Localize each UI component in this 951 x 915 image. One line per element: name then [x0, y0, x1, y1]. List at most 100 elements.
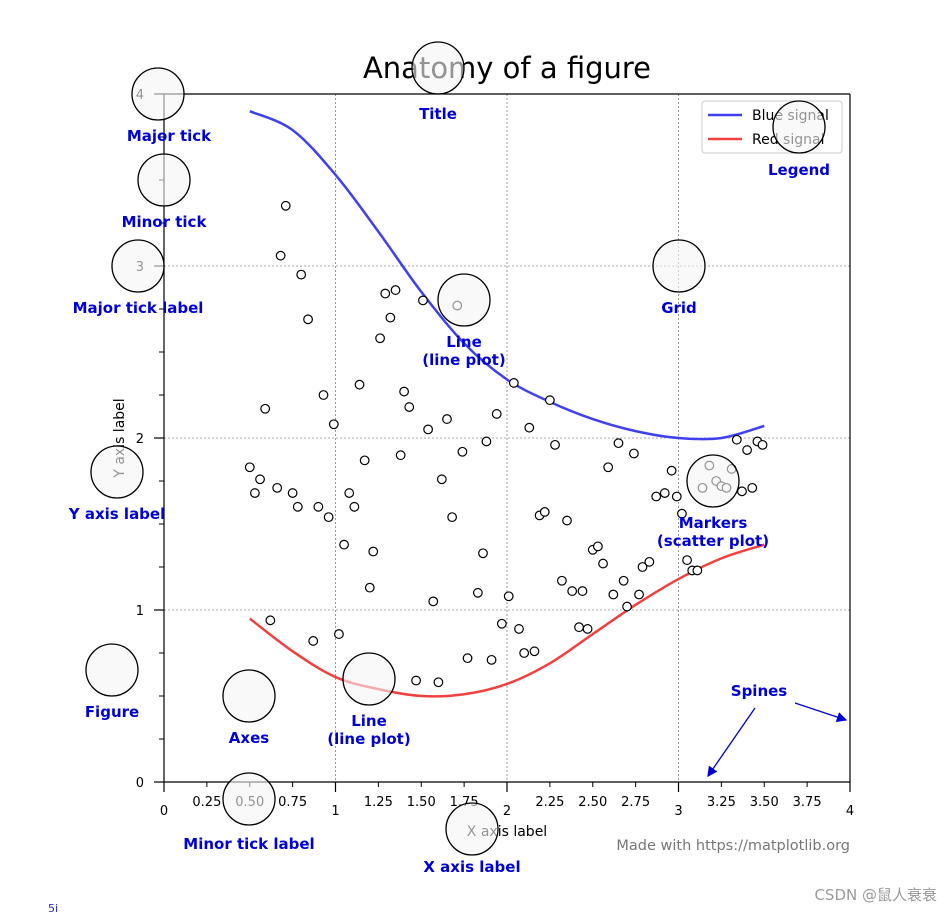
scatter-marker: [747, 482, 758, 493]
scatter-marker: [637, 562, 648, 572]
scatter-marker: [682, 555, 692, 566]
scatter-marker: [339, 539, 349, 550]
scatter-marker: [519, 648, 530, 658]
markers-annotation: (scatter plot): [657, 532, 769, 550]
scatter-marker: [529, 646, 540, 657]
spines-arrow-right: [794, 702, 848, 723]
scatter-marker: [418, 295, 428, 306]
scatter-marker: [556, 575, 567, 586]
y-axis-label-marker-circle: [90, 445, 144, 499]
scatter-marker: [472, 587, 483, 598]
scatter-marker: [272, 482, 283, 493]
scatter-marker: [287, 488, 298, 498]
corner-mark: 5i: [48, 902, 59, 915]
scatter-marker: [433, 677, 444, 688]
scatter-marker: [368, 546, 379, 557]
scatter-marker: [334, 629, 344, 639]
scatter-marker: [395, 450, 406, 461]
scatter-marker: [496, 618, 507, 629]
minor-tick-label-annotation: Minor tick label: [183, 835, 314, 853]
red-signal-line: [248, 543, 765, 698]
scatter-marker: [399, 386, 410, 397]
scatter-marker: [503, 591, 514, 602]
scatter-marker: [436, 474, 447, 485]
x-axis-label-annotation: X axis label: [423, 858, 520, 876]
scatter-marker: [428, 596, 439, 607]
line-line-plot-red-annotation: (line plot): [327, 730, 410, 748]
minor-tick-annotation: Minor tick: [122, 213, 208, 231]
figure-marker-circle: [85, 643, 139, 697]
minor-tick-marker-circle: [137, 153, 191, 207]
x-minor-tick-label: 1.50: [407, 795, 436, 810]
scatter-marker: [582, 624, 593, 634]
scatter-marker: [737, 486, 747, 497]
axes-annotation: Axes: [229, 729, 269, 747]
x-minor-tick-label: 2.25: [535, 795, 564, 810]
y-major-tick-label: 0: [136, 776, 144, 791]
scatter-marker: [539, 507, 550, 517]
scatter-marker: [603, 462, 614, 473]
scatter-marker: [666, 465, 677, 476]
spines-annotation: Spines: [731, 682, 788, 700]
scatter-marker: [462, 653, 473, 664]
major-tick-label-annotation: Major tick label: [73, 299, 204, 317]
scatter-marker: [742, 445, 752, 455]
scatter-marker: [574, 622, 584, 633]
x-minor-tick-label: 3.75: [793, 795, 822, 810]
scatter-marker: [244, 462, 255, 473]
chart-title: Anatomy of a figure: [363, 51, 651, 85]
watermark: CSDN @鼠人衰衰: [814, 886, 937, 904]
plot-series: [244, 110, 768, 698]
x-minor-tick-label: 1.25: [364, 795, 393, 810]
legend-marker-circle: [772, 100, 826, 154]
scatter-marker: [323, 512, 334, 523]
scatter-marker: [592, 541, 603, 552]
line-line-plot-red-annotation: Line: [351, 712, 387, 730]
legend-annotation: Legend: [768, 161, 830, 179]
major-tick-label-marker-circle: [111, 239, 165, 293]
axes-marker-circle: [222, 669, 276, 723]
x-major-tick-label: 4: [846, 804, 854, 819]
scatter-marker: [375, 333, 385, 344]
scatter-marker: [275, 250, 286, 261]
line-line-plot-blue-annotation: Line: [446, 333, 482, 351]
scatter-marker: [260, 403, 271, 414]
y-major-tick-label: 1: [136, 604, 144, 619]
x-major-tick-label: 2: [503, 804, 511, 819]
x-minor-tick-label: 2.50: [578, 795, 607, 810]
scatter-marker: [359, 455, 370, 466]
scatter-marker: [731, 434, 742, 445]
scatter-marker: [292, 501, 303, 512]
y-axis-label-annotation: Y axis label: [68, 505, 166, 523]
scatter-marker: [671, 491, 682, 502]
major-tick-annotation: Major tick: [127, 127, 212, 145]
markers-annotation: Markers: [679, 514, 748, 532]
credit-text: Made with https://matplotlib.org: [616, 838, 850, 854]
scatter-marker: [303, 314, 313, 325]
scatter-marker: [757, 439, 768, 450]
scatter-marker: [613, 438, 624, 449]
scatter-marker: [328, 419, 339, 430]
scatter-marker: [644, 556, 655, 567]
scatter-marker: [634, 589, 644, 600]
title-marker-circle: [411, 41, 465, 95]
scatter-marker: [385, 312, 396, 323]
scatter-marker: [567, 586, 578, 596]
grid-annotation: Grid: [661, 299, 697, 317]
scatter-marker: [514, 624, 524, 634]
scatter-marker: [486, 654, 497, 665]
title-annotation: Title: [419, 105, 457, 123]
major-tick-marker-circle: [131, 67, 185, 121]
scatter-marker: [344, 488, 355, 498]
scatter-marker: [562, 515, 572, 526]
scatter-marker: [255, 474, 265, 485]
scatter-marker: [390, 285, 401, 295]
minor-tick-label-marker-circle: [222, 772, 276, 826]
x-major-tick-label: 0: [160, 804, 168, 819]
scatter-marker: [308, 636, 319, 646]
scatter-marker: [598, 558, 608, 569]
scatter-marker: [249, 488, 260, 498]
scatter-marker: [318, 390, 329, 400]
